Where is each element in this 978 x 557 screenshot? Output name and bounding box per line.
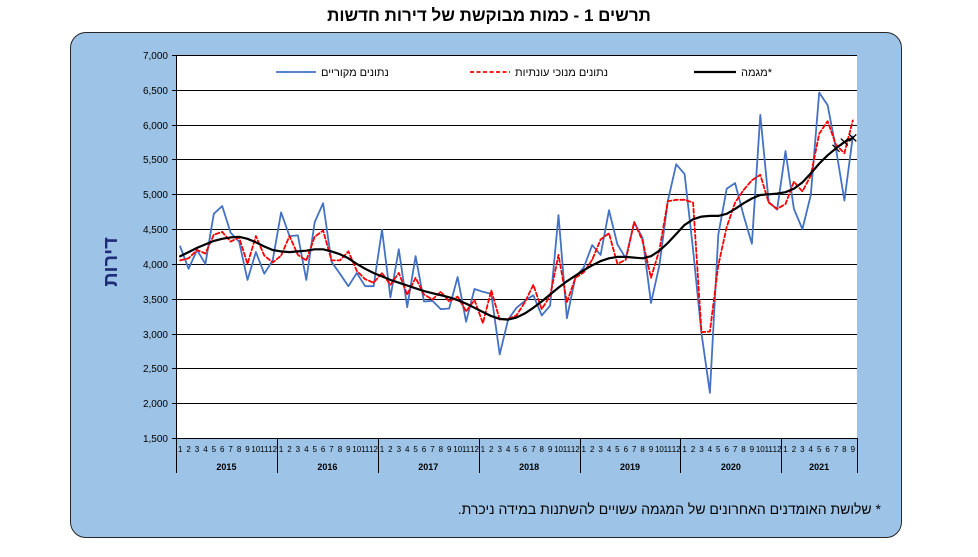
- trend-footnote: * שלושת האומדנים האחרונים של המגמה עשויי…: [457, 501, 881, 517]
- chart-title: תרשים 1 - כמות מבוקשת של דירות חדשות: [327, 6, 651, 25]
- chart-frame: [70, 32, 902, 538]
